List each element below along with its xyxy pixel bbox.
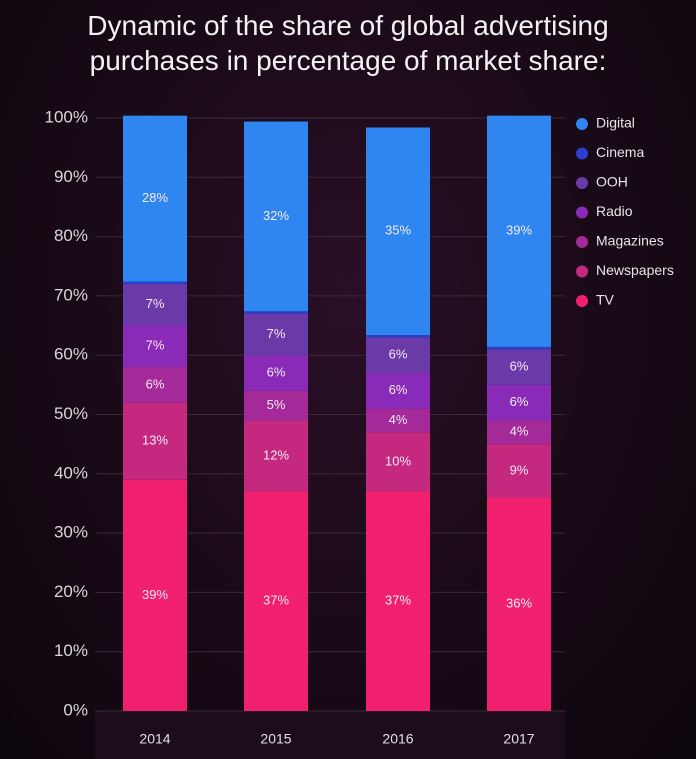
bar-segment xyxy=(366,491,430,711)
bar-segment xyxy=(366,337,430,373)
data-label: 28% xyxy=(142,190,168,205)
legend-label: Digital xyxy=(596,115,635,131)
bar-segment xyxy=(123,284,187,326)
data-label: 6% xyxy=(389,382,408,397)
data-label: 37% xyxy=(385,593,411,608)
bar-segment xyxy=(123,402,187,480)
bar-segment xyxy=(244,355,308,391)
data-label: 7% xyxy=(146,296,165,311)
data-label: 6% xyxy=(146,376,165,391)
bar-segment xyxy=(487,346,551,350)
bar-segment xyxy=(366,335,430,338)
bar-segment xyxy=(244,390,308,421)
x-tick-label: 2015 xyxy=(260,731,291,747)
bar-segment xyxy=(487,349,551,385)
bar-segment xyxy=(366,127,430,336)
data-label: 37% xyxy=(263,593,289,608)
legend-label: Radio xyxy=(596,203,633,219)
legend-label: TV xyxy=(596,292,615,308)
bar-segment xyxy=(487,115,551,347)
legend-marker xyxy=(576,147,588,160)
data-label: 39% xyxy=(506,223,532,238)
legend-label: Magazines xyxy=(596,233,664,249)
y-tick-label: 100% xyxy=(45,107,88,126)
y-tick-label: 50% xyxy=(54,404,88,423)
bar-segment xyxy=(487,444,551,498)
data-label: 4% xyxy=(389,412,408,427)
y-tick-label: 30% xyxy=(54,523,88,542)
data-label: 6% xyxy=(267,364,286,379)
bar-segment xyxy=(366,372,430,409)
bar-segment xyxy=(244,311,308,314)
data-label: 6% xyxy=(389,347,408,362)
data-label: 6% xyxy=(510,394,529,409)
data-label: 39% xyxy=(142,587,168,602)
y-tick-label: 0% xyxy=(63,700,88,719)
data-label: 6% xyxy=(510,358,529,373)
data-label: 5% xyxy=(267,397,286,412)
data-label: 12% xyxy=(263,447,289,462)
y-tick-label: 40% xyxy=(54,463,88,482)
bar-segment xyxy=(123,281,187,285)
data-label: 7% xyxy=(146,338,165,353)
y-tick-label: 60% xyxy=(54,345,88,364)
y-tick-label: 80% xyxy=(54,226,88,245)
data-label: 10% xyxy=(385,453,411,468)
legend-marker xyxy=(576,177,588,189)
legend-marker xyxy=(576,295,588,307)
legend-label: OOH xyxy=(596,174,628,190)
legend-marker xyxy=(576,265,588,278)
y-tick-label: 70% xyxy=(54,285,88,304)
x-tick-label: 2014 xyxy=(139,731,170,747)
data-label: 4% xyxy=(510,424,529,439)
bar-segment xyxy=(123,325,187,368)
bar-segment xyxy=(123,479,187,711)
bar-segment xyxy=(123,367,187,403)
bar-segment xyxy=(244,420,308,492)
bar-segment xyxy=(244,121,308,312)
bar-segment xyxy=(487,420,551,445)
y-tick-label: 90% xyxy=(54,167,88,186)
y-tick-label: 10% xyxy=(54,641,88,660)
data-label: 35% xyxy=(385,223,411,238)
data-label: 13% xyxy=(142,433,168,448)
legend-label: Cinema xyxy=(596,144,644,160)
data-label: 32% xyxy=(263,208,289,223)
bar-segment xyxy=(487,384,551,421)
data-label: 7% xyxy=(267,326,286,341)
bar-segment xyxy=(244,313,308,356)
data-label: 36% xyxy=(506,596,532,611)
bottom-band xyxy=(95,711,565,759)
bar-segment xyxy=(244,491,308,711)
x-tick-label: 2016 xyxy=(382,731,413,747)
bar-segment xyxy=(123,115,187,282)
legend-marker xyxy=(576,118,588,130)
legend-marker xyxy=(576,236,588,248)
bar-segment xyxy=(366,408,430,433)
data-label: 9% xyxy=(510,462,529,477)
legend-marker xyxy=(576,206,588,219)
chart-title: Dynamic of the share of global advertisi… xyxy=(87,10,609,76)
bar-segment xyxy=(366,432,430,492)
y-tick-label: 20% xyxy=(54,582,88,601)
bar-segment xyxy=(487,497,551,711)
x-tick-label: 2017 xyxy=(503,731,534,747)
legend-label: Newspapers xyxy=(596,262,674,278)
